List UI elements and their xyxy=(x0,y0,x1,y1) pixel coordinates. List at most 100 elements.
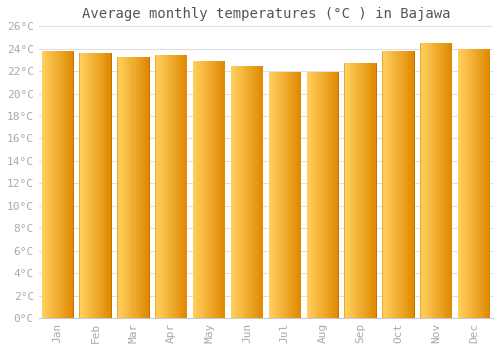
Bar xyxy=(245,65,246,318)
Bar xyxy=(410,51,412,318)
Bar xyxy=(478,49,480,318)
Bar xyxy=(68,51,70,318)
Bar xyxy=(408,51,409,318)
Bar xyxy=(209,61,210,318)
Bar xyxy=(358,63,360,318)
Bar xyxy=(102,53,103,318)
Bar xyxy=(156,55,158,318)
Bar xyxy=(352,63,353,318)
Bar xyxy=(472,49,473,318)
Bar xyxy=(350,63,351,318)
Bar xyxy=(330,72,332,318)
Bar xyxy=(185,55,186,318)
Bar xyxy=(125,57,126,318)
Bar xyxy=(134,57,136,318)
Bar xyxy=(80,53,82,318)
Bar xyxy=(49,51,50,318)
Bar xyxy=(446,43,447,318)
Bar xyxy=(355,63,356,318)
Bar xyxy=(424,43,426,318)
Bar xyxy=(46,51,47,318)
Bar xyxy=(85,53,86,318)
Bar xyxy=(298,72,299,318)
Bar xyxy=(59,51,60,318)
Bar xyxy=(329,72,330,318)
Bar xyxy=(54,51,56,318)
Bar xyxy=(86,53,87,318)
Bar xyxy=(214,61,216,318)
Bar xyxy=(390,51,391,318)
Bar xyxy=(433,43,434,318)
Bar xyxy=(176,55,178,318)
Bar xyxy=(127,57,128,318)
Bar xyxy=(466,49,468,318)
Bar xyxy=(308,72,309,318)
Bar xyxy=(136,57,138,318)
Bar xyxy=(282,72,284,318)
Bar xyxy=(155,55,156,318)
Bar xyxy=(444,43,445,318)
Bar xyxy=(106,53,108,318)
Bar xyxy=(431,43,432,318)
Bar xyxy=(434,43,435,318)
Bar xyxy=(368,63,369,318)
Bar xyxy=(72,51,74,318)
Bar xyxy=(216,61,218,318)
Bar xyxy=(62,51,63,318)
Bar xyxy=(218,61,219,318)
Bar xyxy=(120,57,122,318)
Bar xyxy=(278,72,280,318)
Bar xyxy=(258,65,259,318)
Bar xyxy=(356,63,358,318)
Bar xyxy=(280,72,281,318)
Bar xyxy=(140,57,141,318)
Bar xyxy=(144,57,145,318)
Bar xyxy=(242,65,244,318)
Bar xyxy=(366,63,367,318)
Bar xyxy=(292,72,294,318)
Bar xyxy=(353,63,354,318)
Bar xyxy=(422,43,424,318)
Bar xyxy=(294,72,296,318)
Bar xyxy=(464,49,466,318)
Bar xyxy=(174,55,176,318)
Bar xyxy=(392,51,393,318)
Bar xyxy=(482,49,484,318)
Bar xyxy=(224,61,225,318)
Bar xyxy=(310,72,311,318)
Bar xyxy=(325,72,326,318)
Bar xyxy=(404,51,405,318)
Bar xyxy=(409,51,410,318)
Bar xyxy=(432,43,433,318)
Bar xyxy=(309,72,310,318)
Bar xyxy=(235,65,236,318)
Bar xyxy=(367,63,368,318)
Bar xyxy=(311,72,312,318)
Bar xyxy=(212,61,214,318)
Bar xyxy=(42,51,44,318)
Bar xyxy=(261,65,262,318)
Bar xyxy=(206,61,207,318)
Bar xyxy=(287,72,288,318)
Bar xyxy=(172,55,174,318)
Bar xyxy=(170,55,172,318)
Bar xyxy=(290,72,292,318)
Bar xyxy=(332,72,334,318)
Bar xyxy=(100,53,101,318)
Bar xyxy=(122,57,124,318)
Bar xyxy=(58,51,59,318)
Bar xyxy=(238,65,240,318)
Bar xyxy=(462,49,464,318)
Bar xyxy=(126,57,127,318)
Bar xyxy=(395,51,396,318)
Bar xyxy=(435,43,436,318)
Bar xyxy=(223,61,224,318)
Bar xyxy=(374,63,376,318)
Bar xyxy=(47,51,48,318)
Bar xyxy=(221,61,222,318)
Bar xyxy=(65,51,66,318)
Bar xyxy=(169,55,170,318)
Bar xyxy=(486,49,487,318)
Bar xyxy=(128,57,129,318)
Bar xyxy=(184,55,185,318)
